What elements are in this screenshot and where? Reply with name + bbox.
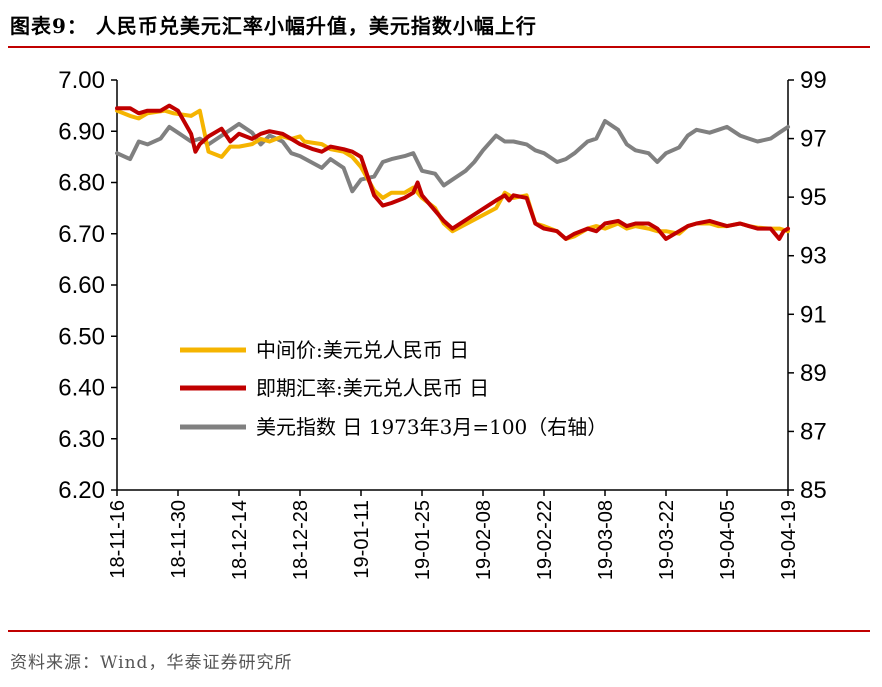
legend-label-2: 即期汇率:美元兑人民币 日 xyxy=(256,376,489,400)
source-note: 资料来源：Wind，华泰证券研究所 xyxy=(10,653,293,673)
x-tick-label: 19-02-08 xyxy=(473,500,495,580)
right-tick-label: 95 xyxy=(800,184,827,211)
legend-label-3: 美元指数 日 1973年3月=100（右轴） xyxy=(256,415,607,439)
x-tick-label: 19-03-08 xyxy=(595,500,617,580)
right-tick-label: 91 xyxy=(800,301,827,328)
top-rule xyxy=(8,46,870,48)
x-tick-label: 19-04-05 xyxy=(717,500,739,580)
left-tick-label: 6.70 xyxy=(58,221,105,248)
x-tick-label: 19-02-22 xyxy=(534,500,556,580)
x-tick-label: 19-03-22 xyxy=(656,500,678,580)
right-tick-label: 93 xyxy=(800,243,827,270)
left-tick-label: 6.40 xyxy=(58,375,105,402)
right-tick-label: 85 xyxy=(800,477,827,504)
left-tick-label: 6.30 xyxy=(58,426,105,453)
left-tick-label: 6.90 xyxy=(58,118,105,145)
series-line-2 xyxy=(115,103,790,241)
axes-group: 6.20 6.30 6.40 6.50 6.60 6.70 6.80 6.90 7.00 85 87… xyxy=(58,67,826,580)
series-layer xyxy=(115,103,790,241)
x-tick-label: 19-01-11 xyxy=(351,500,373,579)
x-tick-label: 19-01-25 xyxy=(412,500,434,580)
left-tick-label: 6.50 xyxy=(58,323,105,350)
legend-label-1: 中间价:美元兑人民币 日 xyxy=(256,338,469,362)
left-tick-label: 6.60 xyxy=(58,272,105,299)
left-tick-label: 6.80 xyxy=(58,170,105,197)
x-tick-label: 18-12-28 xyxy=(290,500,312,580)
x-tick-label: 18-12-14 xyxy=(229,500,251,580)
x-tick-label: 19-04-19 xyxy=(778,500,800,580)
series-line-3 xyxy=(115,119,790,194)
chart-title: 图表9： 人民币兑美元汇率小幅升值，美元指数小幅上行 xyxy=(10,14,537,38)
x-tick-label: 18-11-16 xyxy=(107,500,129,579)
left-tick-label: 7.00 xyxy=(58,67,105,94)
right-tick-label: 87 xyxy=(800,418,827,445)
left-tick-label: 6.20 xyxy=(58,477,105,504)
right-tick-label: 97 xyxy=(800,126,827,153)
right-tick-label: 89 xyxy=(800,360,827,387)
x-tick-label: 18-11-30 xyxy=(168,500,190,579)
right-tick-label: 99 xyxy=(800,67,827,94)
bottom-rule xyxy=(8,630,870,632)
